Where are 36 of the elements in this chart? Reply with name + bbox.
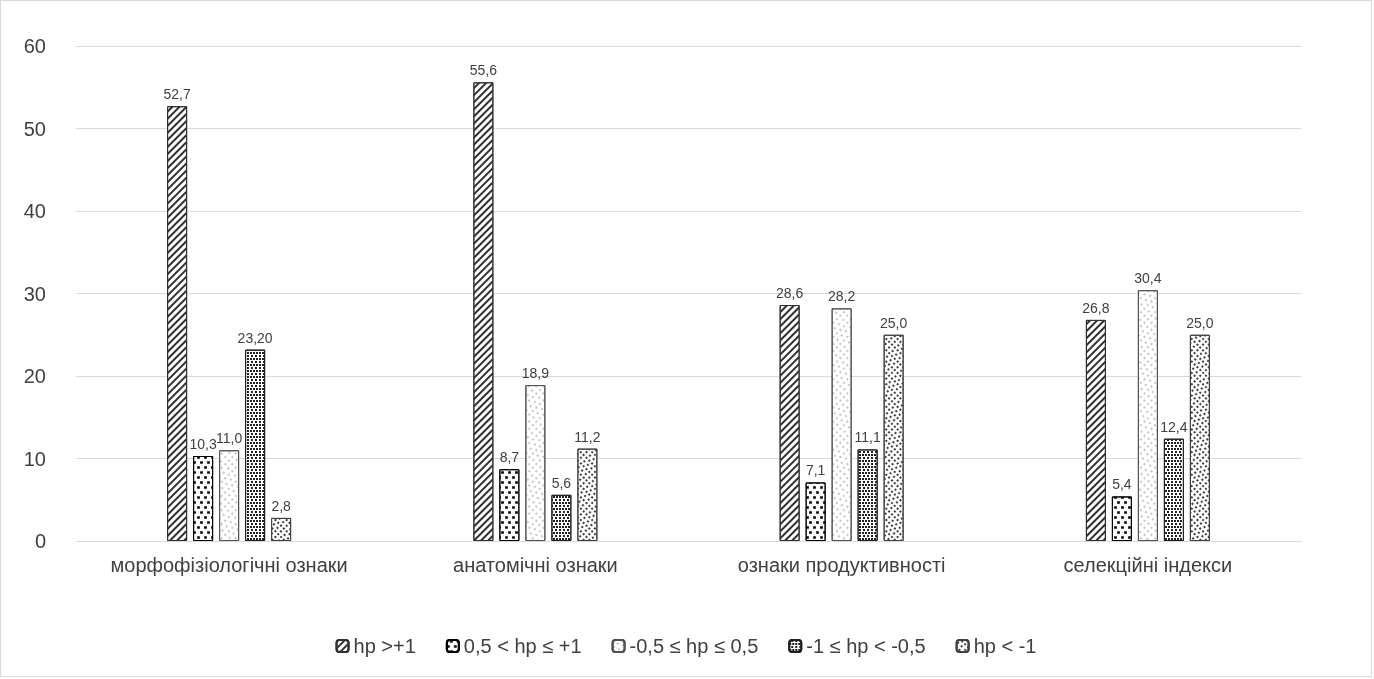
- data-label: 28,2: [828, 288, 856, 305]
- data-label: 26,8: [1082, 299, 1110, 316]
- x-tick-label: селекційні індекси: [1063, 554, 1233, 576]
- data-label: 52,7: [163, 86, 191, 103]
- y-tick-label: 40: [23, 200, 46, 222]
- y-tick-label: 50: [23, 117, 46, 140]
- data-label: 30,4: [1134, 270, 1162, 287]
- data-label: 25,0: [1186, 314, 1214, 331]
- y-tick-label: 10: [23, 447, 46, 470]
- x-tick-label: морфофізіологічні ознаки: [110, 554, 348, 576]
- x-tick-label: анатомічні ознаки: [453, 554, 618, 576]
- data-label: 55,6: [469, 62, 498, 79]
- legend-label: -1 ≤ hp < -0,5: [806, 635, 926, 657]
- data-label: 11,2: [574, 428, 601, 445]
- data-label: 23,20: [237, 329, 273, 346]
- y-tick-label: 0: [34, 530, 46, 552]
- data-label: 25,0: [880, 314, 908, 331]
- data-label: 2,8: [271, 497, 292, 514]
- y-tick-label: 30: [23, 282, 46, 305]
- y-tick-label: 60: [23, 35, 46, 57]
- data-label: 11,0: [216, 430, 243, 447]
- data-label: 11,1: [854, 429, 881, 446]
- legend-label: hp < -1: [973, 635, 1037, 657]
- data-label: 18,9: [521, 365, 550, 382]
- data-label: 5,6: [551, 474, 572, 491]
- x-tick-label: ознаки продуктивності: [737, 554, 946, 576]
- data-label: 5,4: [1112, 476, 1132, 493]
- data-label: 7,1: [805, 462, 826, 479]
- legend-label: -0,5 ≤ hp ≤ 0,5: [629, 635, 759, 657]
- legend-label: 0,5 < hp ≤ +1: [463, 635, 582, 657]
- legend-label: hp >+1: [353, 635, 416, 657]
- data-label: 28,6: [776, 285, 804, 302]
- data-label: 12,4: [1160, 418, 1188, 435]
- data-label: 10,3: [189, 436, 217, 453]
- y-tick-label: 20: [23, 365, 46, 387]
- data-label: 8,7: [499, 449, 520, 466]
